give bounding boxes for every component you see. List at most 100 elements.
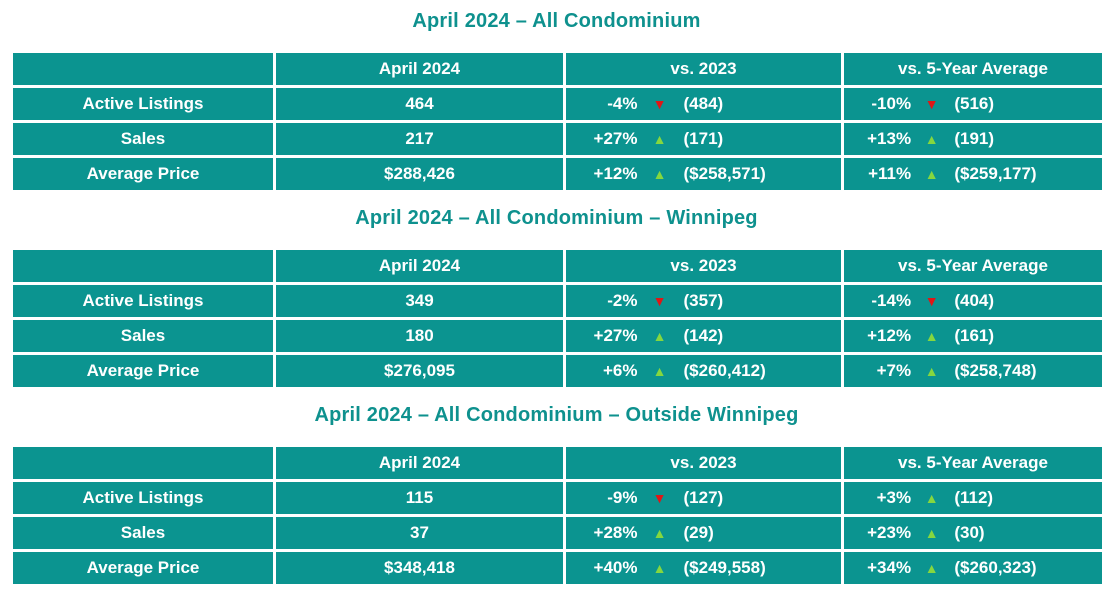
current-value: $288,426 [273, 155, 566, 193]
column-header-april-2024: April 2024 [273, 50, 566, 88]
row-label: Average Price [10, 352, 276, 390]
prior-value: ($249,558) [683, 558, 766, 577]
column-header-row-label [10, 444, 276, 482]
vs-5yr-cell: +13% ▲ (191) [841, 120, 1105, 158]
pct-change: +3% [876, 488, 912, 507]
row-label: Active Listings [10, 479, 276, 517]
trend-arrow-icon: ▲ [652, 525, 667, 541]
vs-5yr-cell: -10% ▼ (516) [841, 85, 1105, 123]
vs-5yr-cell: +7% ▲ ($258,748) [841, 352, 1105, 390]
table-row: Sales 180 +27% ▲ (142) +12% ▲ (161) [10, 317, 1105, 355]
pct-change: -10% [871, 94, 912, 113]
current-value: $348,418 [273, 549, 566, 587]
vs-2023-cell: -4% ▼ (484) [563, 85, 844, 123]
header-row: April 2024 vs. 2023 vs. 5-Year Average [10, 50, 1105, 88]
current-value: 180 [273, 317, 566, 355]
pct-change: +27% [593, 129, 638, 148]
trend-arrow-icon: ▲ [652, 328, 667, 344]
vs-5yr-cell: -14% ▼ (404) [841, 282, 1105, 320]
stats-table: April 2024 vs. 2023 vs. 5-Year Average A… [10, 247, 1105, 390]
trend-arrow-icon: ▲ [652, 363, 667, 379]
trend-arrow-icon: ▲ [924, 131, 939, 147]
pct-change: +6% [603, 361, 638, 380]
section-outside-winnipeg: April 2024 – All Condominium – Outside W… [0, 400, 1113, 587]
section-title: April 2024 – All Condominium [412, 10, 701, 32]
vs-2023-cell: -9% ▼ (127) [563, 479, 844, 517]
prior-value: ($260,412) [683, 361, 766, 380]
trend-arrow-icon: ▲ [924, 490, 939, 506]
header-row: April 2024 vs. 2023 vs. 5-Year Average [10, 444, 1105, 482]
prior-value: (484) [683, 94, 724, 113]
trend-arrow-icon: ▲ [652, 166, 667, 182]
column-header-vs-5yr-average: vs. 5-Year Average [841, 50, 1105, 88]
row-label: Average Price [10, 549, 276, 587]
prior-value: ($258,571) [683, 164, 766, 183]
vs-2023-cell: +27% ▲ (142) [563, 317, 844, 355]
current-value: 37 [273, 514, 566, 552]
vs-2023-cell: +12% ▲ ($258,571) [563, 155, 844, 193]
trend-arrow-icon: ▲ [652, 560, 667, 576]
table-row: Average Price $276,095 +6% ▲ ($260,412) … [10, 352, 1105, 390]
prior-value: (404) [954, 291, 995, 310]
pct-change: +28% [593, 523, 638, 542]
pct-change: -4% [607, 94, 638, 113]
column-header-april-2024: April 2024 [273, 444, 566, 482]
section-title: April 2024 – All Condominium – Winnipeg [355, 207, 758, 229]
prior-value: (516) [954, 94, 995, 113]
column-header-april-2024: April 2024 [273, 247, 566, 285]
pct-change: +34% [867, 558, 912, 577]
vs-5yr-cell: +12% ▲ (161) [841, 317, 1105, 355]
prior-value: (30) [954, 523, 985, 542]
pct-change: +27% [593, 326, 638, 345]
table-row: Sales 217 +27% ▲ (171) +13% ▲ (191) [10, 120, 1105, 158]
prior-value: (127) [683, 488, 724, 507]
pct-change: -2% [607, 291, 638, 310]
row-label: Active Listings [10, 85, 276, 123]
trend-arrow-icon: ▲ [924, 166, 939, 182]
current-value: 115 [273, 479, 566, 517]
trend-arrow-icon: ▼ [924, 293, 939, 309]
vs-2023-cell: +6% ▲ ($260,412) [563, 352, 844, 390]
trend-arrow-icon: ▲ [924, 560, 939, 576]
column-header-vs-5yr-average: vs. 5-Year Average [841, 247, 1105, 285]
pct-change: +7% [876, 361, 912, 380]
prior-value: (171) [683, 129, 724, 148]
prior-value: ($258,748) [954, 361, 1037, 380]
column-header-vs-2023: vs. 2023 [563, 247, 844, 285]
header-row: April 2024 vs. 2023 vs. 5-Year Average [10, 247, 1105, 285]
vs-2023-cell: +28% ▲ (29) [563, 514, 844, 552]
trend-arrow-icon: ▲ [924, 328, 939, 344]
column-header-vs-2023: vs. 2023 [563, 50, 844, 88]
trend-arrow-icon: ▼ [652, 490, 667, 506]
pct-change: -9% [607, 488, 638, 507]
table-row: Active Listings 349 -2% ▼ (357) -14% ▼ (… [10, 282, 1105, 320]
pct-change: -14% [871, 291, 912, 310]
vs-5yr-cell: +3% ▲ (112) [841, 479, 1105, 517]
prior-value: ($259,177) [954, 164, 1037, 183]
row-label: Sales [10, 514, 276, 552]
pct-change: +11% [868, 164, 912, 183]
section-title: April 2024 – All Condominium – Outside W… [314, 404, 799, 426]
table-row: Average Price $348,418 +40% ▲ ($249,558)… [10, 549, 1105, 587]
trend-arrow-icon: ▼ [652, 293, 667, 309]
prior-value: ($260,323) [954, 558, 1037, 577]
pct-change: +40% [593, 558, 638, 577]
row-label: Average Price [10, 155, 276, 193]
prior-value: (191) [954, 129, 995, 148]
current-value: 217 [273, 120, 566, 158]
pct-change: +12% [867, 326, 912, 345]
table-row: Active Listings 115 -9% ▼ (127) +3% ▲ (1… [10, 479, 1105, 517]
table-row: Average Price $288,426 +12% ▲ ($258,571)… [10, 155, 1105, 193]
prior-value: (29) [683, 523, 714, 542]
trend-arrow-icon: ▼ [924, 96, 939, 112]
vs-2023-cell: +40% ▲ ($249,558) [563, 549, 844, 587]
vs-5yr-cell: +11% ▲ ($259,177) [841, 155, 1105, 193]
section-all-condominium: April 2024 – All Condominium April 2024 … [0, 6, 1113, 193]
current-value: 349 [273, 282, 566, 320]
column-header-row-label [10, 50, 276, 88]
stats-table: April 2024 vs. 2023 vs. 5-Year Average A… [10, 444, 1105, 587]
section-winnipeg: April 2024 – All Condominium – Winnipeg … [0, 203, 1113, 390]
trend-arrow-icon: ▲ [652, 131, 667, 147]
row-label: Active Listings [10, 282, 276, 320]
current-value: 464 [273, 85, 566, 123]
